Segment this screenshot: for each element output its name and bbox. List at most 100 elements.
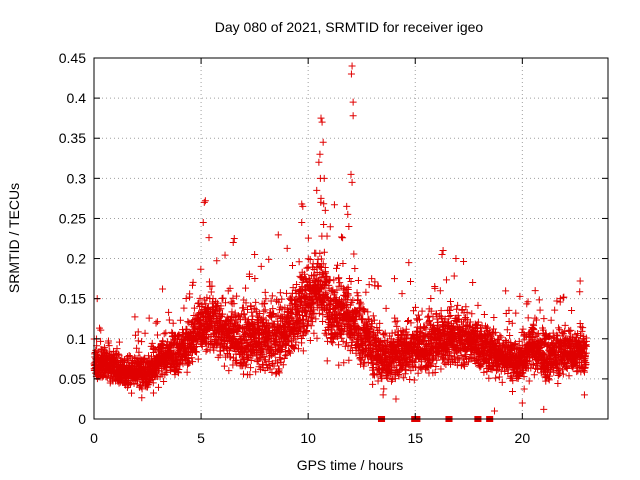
- x-tick-label: 10: [300, 430, 316, 446]
- data-point: [245, 273, 253, 281]
- y-tick-label: 0.1: [67, 331, 87, 347]
- data-point: [165, 308, 173, 316]
- data-point: [345, 275, 353, 283]
- data-point: [580, 391, 588, 399]
- data-point: [175, 365, 183, 373]
- data-point: [519, 325, 527, 333]
- data-point: [276, 289, 284, 297]
- y-axis-label: SRMTID / TECUs: [6, 183, 22, 293]
- data-point: [320, 221, 328, 229]
- data-point: [440, 359, 448, 367]
- data-point: [450, 272, 458, 280]
- data-point: [362, 288, 370, 296]
- data-point: [509, 388, 517, 396]
- data-point: [227, 298, 235, 306]
- data-point: [278, 295, 286, 303]
- y-tick-label: 0.4: [67, 90, 87, 106]
- data-point: [317, 114, 325, 122]
- data-point: [222, 299, 230, 307]
- data-point: [348, 62, 356, 70]
- data-point: [229, 239, 237, 247]
- data-point: [242, 284, 250, 292]
- x-axis-label: GPS time / hours: [297, 457, 404, 473]
- data-point: [102, 373, 110, 381]
- data-point: [225, 367, 233, 375]
- data-point: [265, 255, 273, 263]
- data-point: [382, 304, 390, 312]
- data-point: [446, 297, 454, 305]
- data-point: [369, 380, 377, 388]
- data-point: [207, 288, 215, 296]
- y-tick-label: 0.15: [59, 291, 86, 307]
- data-point: [176, 316, 184, 324]
- data-point: [239, 370, 247, 378]
- data-point: [115, 338, 123, 346]
- data-point: [354, 292, 362, 300]
- data-point: [239, 304, 247, 312]
- data-point: [380, 385, 388, 393]
- x-tick-label: 20: [515, 430, 531, 446]
- data-point: [165, 316, 173, 324]
- data-point: [536, 306, 544, 314]
- data-point: [344, 210, 352, 218]
- data-point: [261, 299, 269, 307]
- data-point: [244, 305, 252, 313]
- data-point: [104, 337, 112, 345]
- data-point: [252, 298, 260, 306]
- data-point: [390, 275, 398, 283]
- y-tick-label: 0.2: [67, 251, 87, 267]
- data-point: [354, 276, 362, 284]
- data-point: [339, 260, 347, 267]
- data-point: [283, 244, 291, 252]
- data-point: [196, 294, 204, 302]
- data-point: [97, 326, 105, 334]
- data-point: [298, 339, 306, 347]
- data-point: [260, 307, 268, 315]
- data-point: [320, 174, 328, 182]
- data-point: [242, 360, 250, 368]
- data-point: [242, 299, 250, 307]
- y-tick-label: 0.05: [59, 371, 86, 387]
- data-point: [259, 345, 267, 353]
- data-point: [315, 158, 323, 166]
- data-point: [217, 302, 225, 310]
- data-point: [323, 232, 331, 240]
- data-point: [414, 311, 422, 319]
- data-point: [540, 315, 548, 323]
- data-point: [404, 318, 412, 326]
- data-point: [251, 333, 259, 341]
- data-point: [442, 276, 450, 284]
- data-point: [349, 112, 357, 120]
- data-point: [338, 233, 346, 241]
- data-point: [200, 198, 208, 206]
- data-point: [576, 277, 584, 285]
- data-point: [343, 202, 351, 210]
- data-point: [480, 311, 488, 319]
- data-point: [247, 364, 255, 372]
- data-point: [260, 352, 268, 360]
- data-point: [392, 395, 400, 403]
- data-point: [469, 279, 477, 287]
- data-point: [229, 294, 237, 302]
- data-point: [275, 369, 283, 377]
- data-point: [338, 334, 346, 342]
- data-point: [152, 319, 160, 327]
- data-point: [406, 376, 414, 384]
- data-point: [179, 360, 187, 368]
- data-point: [379, 391, 387, 399]
- data-point: [576, 288, 584, 296]
- data-point: [292, 338, 300, 346]
- data-point: [568, 306, 576, 314]
- data-point: [334, 261, 342, 269]
- data-point: [153, 318, 161, 326]
- data-point: [285, 348, 293, 356]
- data-point: [312, 315, 320, 323]
- y-tick-label: 0.35: [59, 130, 86, 146]
- data-point: [138, 394, 146, 402]
- data-point: [203, 294, 211, 302]
- data-point: [561, 321, 569, 329]
- data-point: [295, 258, 303, 266]
- data-point: [531, 287, 539, 295]
- data-point: [316, 249, 324, 257]
- data-point: [201, 197, 209, 205]
